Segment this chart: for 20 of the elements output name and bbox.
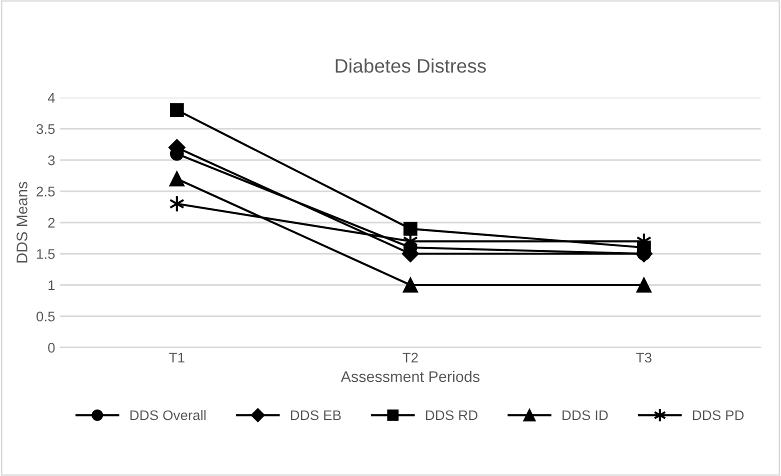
x-tick-label: T1 (169, 352, 184, 362)
y-tick-label: 1 (48, 280, 55, 290)
legend-label: DDS PD (692, 410, 744, 420)
y-tick-label: 2.5 (36, 186, 55, 196)
y-tick-label: 2 (48, 218, 55, 228)
y-tick-label: 4 (48, 93, 55, 103)
x-axis-title: Assessment Periods (340, 370, 480, 382)
y-axis-title: DDS Means (16, 182, 28, 262)
y-tick-label: 1.5 (37, 249, 55, 259)
chart-title: Diabetes Distress (336, 58, 486, 73)
y-tick-label: 0.5 (36, 312, 55, 322)
x-tick-label: T3 (636, 352, 652, 363)
legend-label: DDS EB (290, 410, 341, 420)
legend-label: DDS Overall (130, 410, 206, 420)
y-tick-label: 3.5 (36, 124, 55, 134)
x-tick-label: T2 (402, 352, 418, 362)
legend-label: DDS RD (426, 410, 478, 420)
y-tick-label: 3 (48, 155, 55, 166)
y-tick-label: 0 (48, 342, 55, 353)
legend-label: DDS ID (562, 410, 608, 420)
